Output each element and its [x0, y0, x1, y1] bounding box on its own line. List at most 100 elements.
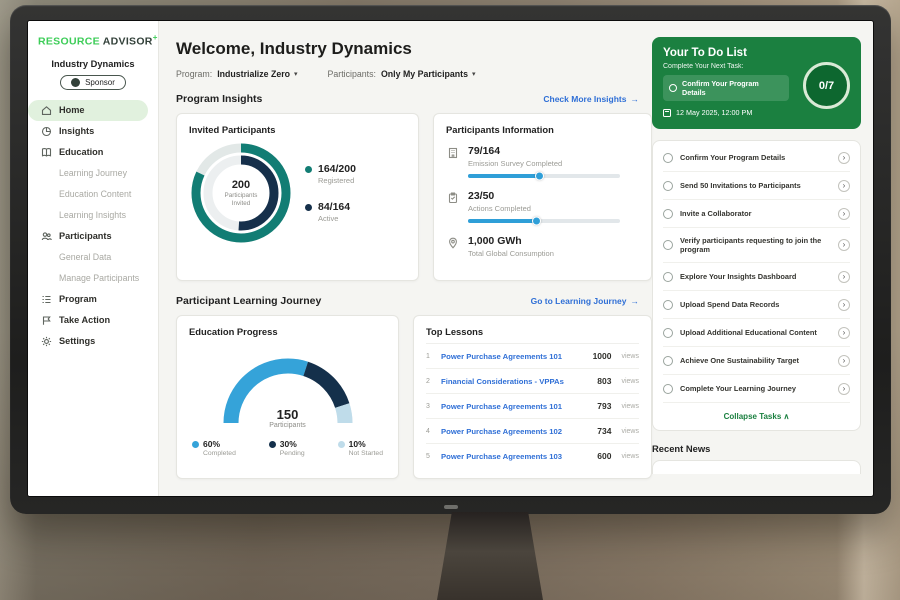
lesson-views: 600 [597, 451, 612, 461]
registered-label: Registered [318, 176, 355, 185]
lesson-views-label: views [621, 452, 639, 460]
sidebar-item-label: Home [59, 105, 85, 115]
sidebar-item-settings[interactable]: Settings [28, 331, 158, 352]
checkbox-icon[interactable] [663, 271, 673, 282]
chevron-right-icon[interactable]: › [838, 354, 850, 367]
chevron-right-icon[interactable]: › [838, 179, 850, 192]
task-row-complete-learning-journey[interactable]: Complete Your Learning Journey › [663, 375, 850, 404]
sidebar-item-education[interactable]: Education [28, 142, 158, 163]
chevron-right-icon[interactable]: › [838, 270, 850, 283]
gauge-legend: 60% Completed 30% Pending [189, 439, 386, 457]
monitor-stand [437, 512, 543, 600]
task-row-explore-insights[interactable]: Explore Your Insights Dashboard › [663, 263, 850, 292]
sidebar-item-program[interactable]: Program [28, 289, 158, 310]
brand-plus: + [152, 33, 158, 42]
participants-count-label: Participants [269, 422, 306, 429]
stat-emission-survey: 79/164 Emission Survey Completed [446, 145, 639, 178]
sidebar-item-insights[interactable]: Insights [28, 121, 158, 142]
sidebar-item-label: Manage Participants [59, 273, 140, 283]
checkbox-icon[interactable] [663, 180, 673, 191]
filters-row: Program: Industrialize Zero ▾ Participan… [176, 69, 655, 79]
arrow-right-icon: → [630, 94, 640, 104]
emission-survey-label: Emission Survey Completed [468, 159, 563, 168]
lesson-views-label: views [621, 402, 639, 410]
sidebar-item-label: Education Content [59, 189, 132, 199]
sidebar-item-take-action[interactable]: Take Action [28, 310, 158, 331]
chevron-right-icon[interactable]: › [838, 326, 850, 339]
donut-center: 200 Participants Invited [189, 141, 293, 245]
participants-filter-dropdown[interactable]: Participants: Only My Participants ▾ [328, 69, 476, 79]
collapse-tasks-button[interactable]: Collapse Tasks ∧ [663, 403, 850, 430]
program-filter-label: Program: [176, 69, 213, 79]
checkbox-icon[interactable] [663, 327, 673, 338]
donut-chart: 200 Participants Invited [189, 141, 293, 245]
chevron-right-icon[interactable]: › [838, 298, 850, 311]
chevron-right-icon[interactable]: › [838, 151, 850, 164]
top-lessons-card: Top Lessons 1 Power Purchase Agreements … [413, 315, 652, 479]
invited-count-label: Participants Invited [224, 191, 258, 207]
todo-next-task[interactable]: Confirm Your Program Details [663, 75, 789, 101]
legend-active: 84/164 Active [305, 201, 356, 223]
chevron-right-icon[interactable]: › [838, 239, 850, 252]
lesson-rank: 5 [426, 452, 430, 460]
card-title: Participants Information [446, 124, 554, 135]
lesson-row: 5 Power Purchase Agreements 103 600 view… [426, 444, 639, 468]
task-row-confirm-program-details[interactable]: Confirm Your Program Details › [663, 144, 850, 172]
sidebar-item-learning-journey[interactable]: Learning Journey [28, 163, 158, 184]
checkbox-icon[interactable] [663, 208, 673, 219]
sidebar-item-general-data[interactable]: General Data [28, 247, 158, 268]
people-icon [40, 231, 52, 242]
task-row-invite-collaborator[interactable]: Invite a Collaborator › [663, 200, 850, 228]
checkbox-icon[interactable] [663, 383, 673, 394]
task-row-upload-educational-content[interactable]: Upload Additional Educational Content › [663, 319, 850, 348]
sponsor-label: Sponsor [85, 77, 115, 87]
lesson-link[interactable]: Power Purchase Agreements 103 [441, 451, 563, 461]
education-progress-card: Education Progress 150 Participants [176, 315, 399, 479]
legend-dot-not-started [337, 441, 345, 448]
task-row-upload-spend-data[interactable]: Upload Spend Data Records › [663, 291, 850, 320]
page-title: Welcome, Industry Dynamics [176, 39, 412, 58]
legend-registered: 164/200 Registered [305, 163, 356, 185]
chevron-right-icon[interactable]: › [838, 207, 850, 220]
sidebar-item-education-content[interactable]: Education Content [28, 184, 158, 205]
program-filter-dropdown[interactable]: Program: Industrialize Zero ▾ [176, 69, 298, 79]
checkbox-icon[interactable] [663, 152, 673, 163]
legend-dot-active [305, 204, 312, 211]
sidebar-nav: Home Insights Education Learning Journey… [28, 99, 158, 352]
program-filter-value: Industrialize Zero [217, 69, 291, 79]
chevron-right-icon[interactable]: › [838, 382, 850, 395]
checkbox-icon[interactable] [663, 355, 673, 366]
lesson-link[interactable]: Power Purchase Agreements 101 [441, 401, 563, 411]
sidebar-item-label: Program [59, 294, 97, 304]
check-more-insights-link[interactable]: Check More Insights → [543, 94, 639, 104]
sidebar-item-label: Participants [59, 231, 112, 241]
lesson-link[interactable]: Power Purchase Agreements 102 [441, 426, 563, 436]
sponsor-badge[interactable]: Sponsor [60, 74, 126, 90]
lesson-rank: 2 [426, 377, 430, 385]
checkbox-icon[interactable] [663, 240, 673, 251]
lesson-rank: 4 [426, 427, 430, 435]
calendar-icon [663, 108, 671, 117]
checkbox-icon[interactable] [663, 299, 673, 310]
task-label: Confirm Your Program Details [680, 152, 786, 162]
card-title: Education Progress [189, 326, 278, 337]
participants-information-card: Participants Information 79/164 Emission… [433, 113, 652, 281]
book-icon [40, 147, 52, 158]
sidebar-item-home[interactable]: Home [28, 99, 148, 121]
go-to-learning-journey-link[interactable]: Go to Learning Journey → [531, 296, 639, 306]
sidebar-item-manage-participants[interactable]: Manage Participants [28, 268, 158, 289]
task-row-achieve-sustainability-target[interactable]: Achieve One Sustainability Target › [663, 347, 850, 376]
gauge-center: 150 Participants [213, 407, 363, 429]
sidebar-item-participants[interactable]: Participants [28, 226, 158, 247]
sidebar-item-label: Insights [59, 126, 95, 136]
chevron-down-icon: ▾ [294, 71, 298, 78]
lesson-row: 3 Power Purchase Agreements 101 793 view… [426, 394, 639, 419]
lesson-link[interactable]: Financial Considerations - VPPAs [441, 376, 564, 386]
sidebar-item-learning-insights[interactable]: Learning Insights [28, 205, 158, 226]
lesson-link[interactable]: Power Purchase Agreements 101 [441, 351, 563, 361]
lesson-row: 4 Power Purchase Agreements 102 734 view… [426, 419, 639, 444]
task-row-verify-participants[interactable]: Verify participants requesting to join t… [663, 228, 850, 264]
task-label: Upload Spend Data Records [680, 299, 780, 309]
sidebar-item-label: Learning Journey [59, 168, 127, 178]
task-row-send-invitations[interactable]: Send 50 Invitations to Participants › [663, 172, 850, 200]
